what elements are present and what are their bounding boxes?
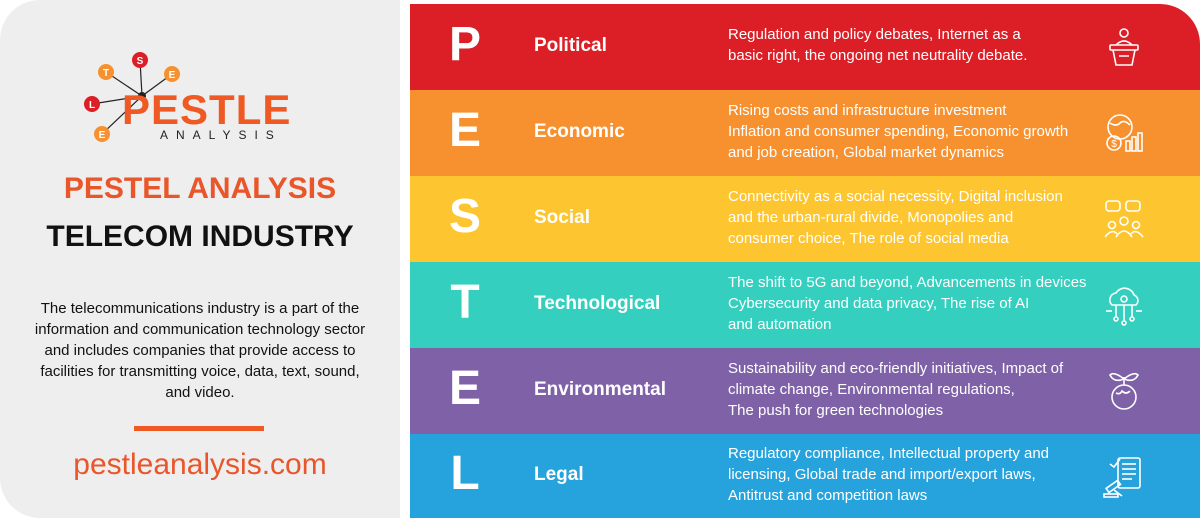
row-political: P Political Regulation and policy debate… bbox=[410, 4, 1200, 90]
row-line: and automation bbox=[728, 315, 832, 333]
divider bbox=[134, 426, 264, 431]
row-economic: E Economic Rising costs and infrastructu… bbox=[410, 90, 1200, 176]
pestel-rows: P Political Regulation and policy debate… bbox=[410, 4, 1200, 518]
row-line: Rising costs and infrastructure investme… bbox=[728, 101, 1007, 119]
row-letter: T bbox=[450, 276, 480, 329]
row-factor-name: Technological bbox=[534, 293, 661, 314]
page-title: PESTEL ANALYSIS bbox=[63, 172, 337, 205]
row-line: licensing, Global trade and import/expor… bbox=[728, 465, 1036, 483]
row-letter: E bbox=[448, 104, 481, 157]
row-description: The shift to 5G and beyond, Advancements… bbox=[728, 272, 1108, 335]
logo-subtitle: ANALYSIS bbox=[160, 128, 282, 142]
row-line: consumer choice, The role of social medi… bbox=[728, 229, 1009, 247]
row-technological: T Technological The shift to 5G and beyo… bbox=[410, 262, 1200, 348]
globe-leaf-icon bbox=[1102, 369, 1146, 413]
gavel-document-icon bbox=[1102, 454, 1146, 498]
logo-graphic-icon: T S E L E bbox=[84, 52, 180, 142]
row-social: S Social Connectivity as a social necess… bbox=[410, 176, 1200, 262]
row-legal: L Legal Regulatory compliance, Intellect… bbox=[410, 434, 1200, 518]
row-line: Connectivity as a social necessity, Digi… bbox=[728, 187, 1063, 205]
row-line: Regulatory compliance, Intellectual prop… bbox=[728, 444, 1050, 462]
cloud-circuit-icon bbox=[1102, 283, 1146, 327]
logo-letter-e: E bbox=[169, 70, 176, 81]
row-letter: P bbox=[448, 18, 481, 71]
row-description: Regulation and policy debates, Internet … bbox=[728, 24, 1108, 66]
page-subtitle: TELECOM INDUSTRY bbox=[46, 220, 354, 253]
row-description: Regulatory compliance, Intellectual prop… bbox=[728, 443, 1108, 506]
logo-letter-s: S bbox=[137, 56, 144, 67]
row-line: climate change, Environmental regulation… bbox=[728, 380, 1015, 398]
logo-letter-e2: E bbox=[99, 130, 106, 141]
row-environmental: E Environmental Sustainability and eco-f… bbox=[410, 348, 1200, 434]
row-line: Inflation and consumer spending, Economi… bbox=[728, 122, 1069, 140]
logo-word: PESTLE bbox=[122, 86, 292, 133]
info-panel bbox=[0, 0, 400, 518]
row-factor-name: Legal bbox=[534, 464, 584, 485]
row-line: basic right, the ongoing net neutrality … bbox=[728, 47, 1028, 64]
website-link[interactable]: pestleanalysis.com bbox=[73, 448, 327, 481]
row-line: and job creation, Global market dynamics bbox=[728, 143, 1004, 161]
row-line: The shift to 5G and beyond, Advancements… bbox=[728, 273, 1087, 291]
row-line: Antitrust and competition laws bbox=[728, 486, 928, 504]
row-letter: S bbox=[448, 190, 481, 243]
row-line: and the urban-rural divide, Monopolies a… bbox=[728, 208, 1014, 226]
row-factor-name: Economic bbox=[534, 121, 625, 142]
row-factor-name: Political bbox=[534, 35, 607, 56]
row-line: Regulation and policy debates, Internet … bbox=[728, 26, 1021, 43]
podium-speaker-icon bbox=[1102, 25, 1146, 69]
svg-text:$: $ bbox=[1111, 139, 1117, 150]
pestle-logo: T S E L E bbox=[80, 48, 320, 148]
row-line: Cybersecurity and data privacy, The rise… bbox=[728, 294, 1030, 312]
row-description: Rising costs and infrastructure investme… bbox=[728, 100, 1108, 163]
row-letter: L bbox=[450, 447, 480, 500]
row-letter: E bbox=[448, 362, 481, 415]
globe-dollar-chart-icon: $ bbox=[1102, 111, 1146, 155]
row-line: Sustainability and eco-friendly initiati… bbox=[728, 359, 1064, 377]
row-description: Sustainability and eco-friendly initiati… bbox=[728, 358, 1108, 421]
row-factor-name: Environmental bbox=[534, 379, 666, 400]
logo-letter-l: L bbox=[89, 100, 95, 111]
industry-description: The telecommunications industry is a par… bbox=[34, 300, 366, 401]
row-factor-name: Social bbox=[534, 207, 590, 228]
row-description: Connectivity as a social necessity, Digi… bbox=[728, 186, 1108, 249]
row-line: The push for green technologies bbox=[728, 401, 944, 419]
people-chat-icon bbox=[1102, 197, 1146, 241]
logo-letter-t: T bbox=[103, 68, 109, 79]
